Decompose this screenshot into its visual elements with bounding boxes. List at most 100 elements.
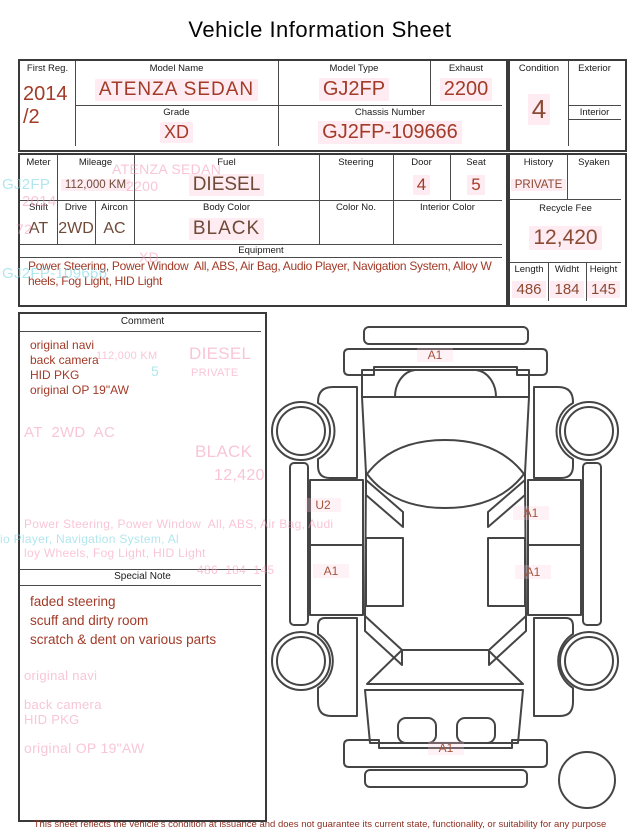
- divider-line: [568, 119, 621, 120]
- right-door-frame: [487, 537, 526, 607]
- first-reg-label: First Reg.: [26, 63, 69, 74]
- chassis-number-label: Chassis Number: [354, 106, 426, 118]
- left-front-wheel-rim: [276, 406, 326, 456]
- length-label: Length: [514, 264, 544, 275]
- front-grille-bar: [363, 326, 529, 345]
- history-value: PRIVATE: [510, 170, 567, 199]
- comment-line: original navi: [30, 338, 95, 352]
- divider-line: [57, 200, 58, 244]
- special-note-lines: faded steering scuff and dirty room scra…: [30, 592, 216, 649]
- right-rear-wheel-rim: [564, 636, 614, 686]
- interior-color-label: Interior Color: [420, 201, 475, 213]
- divider-line: [393, 200, 394, 244]
- left-rear-wheel-rim: [276, 636, 326, 686]
- first-reg-month: /2: [23, 106, 40, 128]
- meter-label: Meter: [26, 157, 51, 168]
- divider-line: [20, 244, 502, 245]
- damage-mark-left-rear-door: A1: [313, 564, 349, 578]
- divider-line: [134, 200, 135, 244]
- recycle-fee-label: Recycle Fee: [539, 202, 592, 214]
- left-door-frame: [365, 537, 404, 607]
- hood-panel: [361, 369, 530, 398]
- left-rear-door: [309, 544, 364, 616]
- grade-value: XD: [75, 119, 278, 146]
- left-front-wheel: [271, 401, 331, 461]
- body-color-value: BLACK: [134, 214, 319, 244]
- divider-line: [75, 105, 502, 106]
- car-outline-drawing: [271, 326, 619, 809]
- divider-line: [319, 155, 320, 200]
- right-b-pillar: [487, 479, 526, 528]
- divider-line: [319, 200, 320, 244]
- divider-line: [450, 155, 451, 200]
- divider-line: [20, 200, 502, 201]
- comment-lines: original navi back camera HID PKG origin…: [30, 338, 129, 398]
- seat-value: 5: [450, 170, 502, 200]
- divider-line: [20, 569, 261, 570]
- left-c-pillar: [364, 615, 403, 666]
- exhaust-label: Exhaust: [448, 63, 484, 74]
- right-rear-wheel: [559, 631, 619, 691]
- mileage-label: Mileage: [78, 157, 113, 168]
- first-reg-year: 2014: [23, 83, 68, 105]
- mileage-value: 112,000 KM: [57, 170, 134, 200]
- disclaimer-text: This sheet reflects the vehicle's condit…: [33, 819, 607, 830]
- interior-color-value: [393, 214, 502, 244]
- model-type-value: GJ2FP: [278, 74, 430, 105]
- comment-line: original OP 19"AW: [30, 383, 129, 397]
- length-value: 486: [510, 277, 548, 301]
- special-note-line: scuff and dirty room: [30, 613, 149, 628]
- meter-value: [20, 170, 57, 200]
- right-front-wheel-rim: [564, 406, 614, 456]
- left-rear-fender: [317, 617, 358, 717]
- special-note-line: scratch & dent on various parts: [30, 632, 217, 647]
- chassis-number-value: GJ2FP-109666: [278, 119, 502, 146]
- aircon-label: Aircon: [101, 201, 128, 213]
- shift-value: AT: [28, 220, 49, 237]
- car-damage-diagram: A1 U2 A1 A1 A1 A1: [265, 308, 640, 818]
- damage-mark-right-front-door: A1: [513, 506, 549, 520]
- right-front-wheel: [559, 401, 619, 461]
- condition-value: 4: [510, 76, 568, 142]
- divider-line: [278, 61, 279, 146]
- specs-table: Meter Mileage Fuel Steering Door Seat 11…: [18, 153, 508, 307]
- equipment-label: Equipment: [238, 245, 284, 256]
- divider-line: [134, 155, 135, 200]
- damage-mark-front-bumper: A1: [417, 348, 453, 362]
- divider-line: [393, 155, 394, 200]
- steering-value: [319, 170, 393, 200]
- page-title: Vehicle Information Sheet: [188, 17, 452, 42]
- rear-bumper: [343, 739, 548, 768]
- left-front-door: [309, 479, 364, 546]
- left-tail-lamp: [397, 717, 437, 744]
- right-tail-lamp: [456, 717, 496, 744]
- height-label: Height: [589, 264, 618, 275]
- comment-line: back camera: [30, 353, 99, 367]
- special-note-header: Special Note: [114, 571, 171, 582]
- divider-line: [430, 61, 431, 105]
- width-label: Widht: [554, 264, 580, 275]
- color-no-value: [319, 214, 393, 244]
- left-sill: [289, 462, 309, 626]
- fuel-value: DIESEL: [134, 170, 319, 200]
- right-headlight-arc: [475, 369, 498, 398]
- rear-lower-bar: [364, 769, 528, 788]
- syaken-value: [567, 170, 621, 199]
- trunk-lid: [364, 689, 524, 744]
- divider-line: [568, 61, 569, 146]
- divider-line: [75, 61, 76, 146]
- recycle-fee-value: 12,420: [510, 215, 621, 260]
- model-name-value: ATENZA SEDAN: [75, 74, 278, 105]
- height-value: 145: [586, 277, 621, 301]
- divider-line: [548, 262, 549, 301]
- divider-line: [20, 331, 261, 332]
- model-identity-table: First Reg. Model Name Model Type Exhaust…: [18, 59, 508, 152]
- door-value: 4: [393, 170, 450, 200]
- left-headlight-arc: [393, 369, 416, 398]
- drive-value: 2WD: [58, 220, 94, 237]
- condition-label: Condition: [518, 63, 560, 74]
- color-no-label: Color No.: [335, 201, 377, 213]
- divider-line: [20, 585, 261, 586]
- model-type-label: Model Type: [329, 63, 379, 74]
